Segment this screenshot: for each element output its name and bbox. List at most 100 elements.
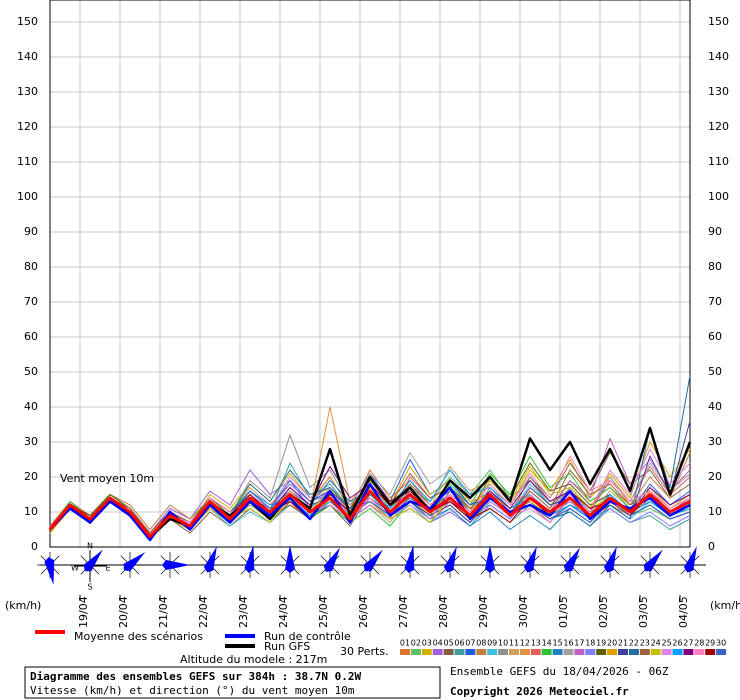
x-tick-label: 04/05 bbox=[677, 596, 690, 628]
pert-legend-swatch bbox=[432, 649, 443, 655]
x-tick-label: 30/04 bbox=[517, 596, 530, 628]
y-tick-label: 120 bbox=[17, 120, 38, 133]
pert-legend-label: 21 bbox=[618, 639, 628, 648]
x-tick-label: 22/04 bbox=[197, 596, 210, 628]
y-tick-label-right: 0 bbox=[708, 540, 715, 553]
y-tick-label-right: 80 bbox=[708, 260, 722, 273]
y-tick-label-right: 150 bbox=[708, 15, 729, 28]
y-tick-label: 0 bbox=[31, 540, 38, 553]
y-tick-label-right: 50 bbox=[708, 365, 722, 378]
pert-legend-swatch bbox=[639, 649, 650, 655]
annotation: Vent moyen 10m bbox=[60, 472, 154, 485]
y-tick-label-right: 70 bbox=[708, 295, 722, 308]
y-tick-label: 50 bbox=[24, 365, 38, 378]
pert-legend-swatch bbox=[530, 649, 541, 655]
pert-legend-label: 07 bbox=[465, 639, 475, 648]
pert-legend-label: 16 bbox=[563, 639, 573, 648]
y-tick-label: 130 bbox=[17, 85, 38, 98]
pert-legend-label: 23 bbox=[640, 639, 650, 648]
pert-legend-swatch bbox=[476, 649, 487, 655]
x-tick-label: 24/04 bbox=[277, 596, 290, 628]
title-box bbox=[24, 666, 441, 699]
wind-direction bbox=[323, 547, 340, 572]
legend-label: Moyenne des scénarios bbox=[74, 630, 203, 643]
pert-legend-swatch bbox=[716, 649, 727, 655]
wind-direction bbox=[363, 549, 383, 572]
wind-direction bbox=[203, 546, 217, 573]
pert-legend-label: 30 bbox=[716, 639, 726, 648]
pert-legend-swatch bbox=[519, 649, 530, 655]
pert-legend-label: 20 bbox=[607, 639, 617, 648]
wind-direction bbox=[683, 546, 697, 573]
wind-direction bbox=[523, 546, 537, 573]
chart-title: Diagramme des ensembles GEFS sur 384h : … bbox=[30, 670, 362, 683]
wind-direction bbox=[244, 545, 255, 573]
pert-legend-swatch bbox=[694, 649, 705, 655]
pert-legend-label: 15 bbox=[553, 639, 563, 648]
pert-legend-swatch bbox=[443, 649, 454, 655]
pert-legend-swatch bbox=[552, 649, 563, 655]
y-tick-label-right: 40 bbox=[708, 400, 722, 413]
pert-legend-swatch bbox=[705, 649, 716, 655]
pert-legend-label: 04 bbox=[433, 639, 443, 648]
perts-label: 30 Perts. bbox=[340, 645, 389, 658]
wind-direction bbox=[285, 545, 295, 573]
y-tick-label: 100 bbox=[17, 190, 38, 203]
y-tick-label: 90 bbox=[24, 225, 38, 238]
wind-direction bbox=[643, 549, 663, 572]
pert-legend-swatch bbox=[400, 649, 410, 655]
wind-direction bbox=[44, 557, 55, 585]
y-tick-label-right: 140 bbox=[708, 50, 729, 63]
pert-legend-swatch bbox=[509, 649, 519, 655]
compass-w: W bbox=[71, 564, 79, 573]
pert-legend-label: 05 bbox=[444, 639, 454, 648]
pert-legend-swatch bbox=[487, 649, 498, 655]
pert-legend-swatch bbox=[454, 649, 465, 655]
wind-direction bbox=[404, 545, 415, 573]
pert-legend-swatch bbox=[650, 649, 661, 655]
pert-legend-swatch bbox=[596, 649, 607, 655]
pert-legend-label: 22 bbox=[629, 639, 639, 648]
pert-legend-label: 02 bbox=[411, 639, 421, 648]
y-tick-label: 20 bbox=[24, 470, 38, 483]
pert-legend-label: 26 bbox=[672, 639, 682, 648]
run-info: Ensemble GEFS du 18/04/2026 - 06Z bbox=[450, 665, 669, 678]
pert-legend-label: 24 bbox=[651, 639, 661, 648]
x-tick-label: 19/04 bbox=[77, 596, 90, 628]
pert-legend-swatch bbox=[672, 649, 683, 655]
pert-legend-label: 25 bbox=[662, 639, 672, 648]
y-tick-label: 10 bbox=[24, 505, 38, 518]
wind-direction bbox=[123, 552, 146, 572]
pert-legend-label: 17 bbox=[574, 639, 584, 648]
pert-legend-label: 14 bbox=[542, 639, 552, 648]
y-tick-label-right: 100 bbox=[708, 190, 729, 203]
pert-legend-swatch bbox=[498, 649, 509, 655]
y-unit-left: (km/h) bbox=[5, 599, 41, 612]
x-tick-label: 20/04 bbox=[117, 596, 130, 628]
pert-legend-label: 13 bbox=[531, 639, 541, 648]
y-tick-label-right: 30 bbox=[708, 435, 722, 448]
x-tick-label: 27/04 bbox=[397, 596, 410, 628]
pert-legend-swatch bbox=[465, 649, 476, 655]
pert-legend-swatch bbox=[661, 649, 672, 655]
y-tick-label-right: 110 bbox=[708, 155, 729, 168]
wind-direction bbox=[485, 545, 495, 573]
y-tick-label: 40 bbox=[24, 400, 38, 413]
compass-n: N bbox=[87, 542, 93, 551]
x-tick-label: 29/04 bbox=[477, 596, 490, 628]
pert-legend-swatch bbox=[607, 649, 618, 655]
y-tick-label-right: 90 bbox=[708, 225, 722, 238]
y-tick-label: 110 bbox=[17, 155, 38, 168]
y-tick-label-right: 130 bbox=[708, 85, 729, 98]
y-tick-label: 30 bbox=[24, 435, 38, 448]
wind-direction bbox=[83, 549, 103, 572]
x-tick-label: 23/04 bbox=[237, 596, 250, 628]
x-tick-label: 28/04 bbox=[437, 596, 450, 628]
y-tick-label-right: 20 bbox=[708, 470, 722, 483]
pert-legend-label: 19 bbox=[596, 639, 606, 648]
pert-legend-swatch bbox=[541, 649, 552, 655]
x-tick-label: 25/04 bbox=[317, 596, 330, 628]
altitude: Altitude du modele : 217m bbox=[180, 653, 327, 666]
